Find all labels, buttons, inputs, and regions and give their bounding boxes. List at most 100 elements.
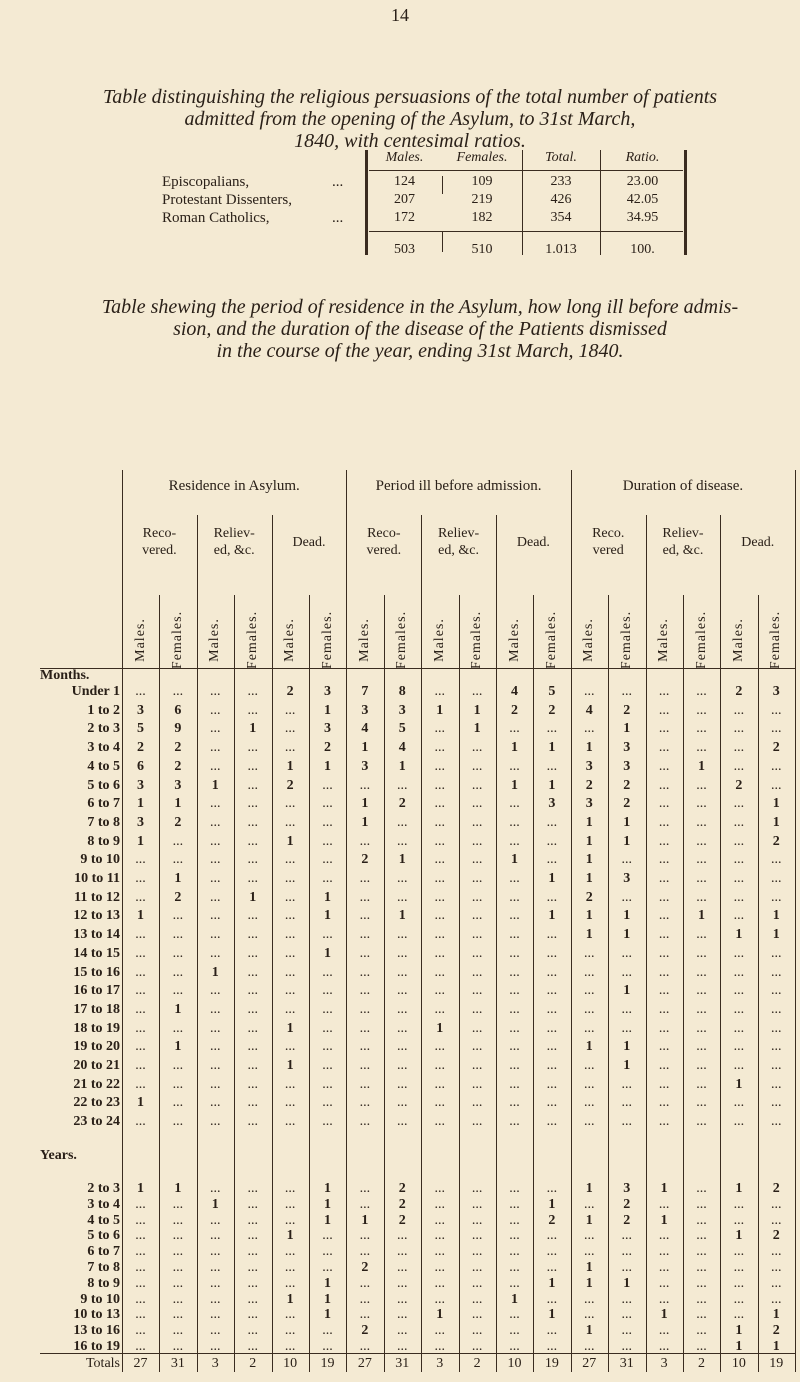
table-cell: ... <box>621 1020 632 1036</box>
table-cell: ... <box>397 871 408 886</box>
table-cell: ... <box>210 1020 221 1036</box>
row-label: 21 to 22 <box>73 1076 120 1092</box>
column-rule <box>570 470 572 1372</box>
row-label: 8 to 9 <box>87 833 120 849</box>
table-cell: ... <box>434 852 445 868</box>
table-cell: 1 <box>249 889 257 905</box>
table-cell: ... <box>434 1114 445 1130</box>
table-cell: 8 <box>398 684 406 699</box>
table-cell: ... <box>247 740 258 756</box>
table-cell: ... <box>733 721 745 737</box>
row-label: 15 to 16 <box>73 964 120 980</box>
table-cell: ... <box>546 1001 558 1017</box>
column-header: Ratio. <box>625 150 660 165</box>
table-cell: ... <box>247 684 258 699</box>
table-cell: ... <box>584 1058 595 1073</box>
column-rule <box>645 515 647 1372</box>
column-rule <box>458 595 460 1372</box>
table-cell: ... <box>135 964 146 980</box>
table-cell: ... <box>172 852 184 868</box>
table-cell: ... <box>509 927 520 943</box>
table-cell: 3 <box>585 758 593 774</box>
row-label: 19 to 20 <box>73 1039 120 1055</box>
table-cell: ... <box>210 889 221 905</box>
table-cell: 1 <box>398 852 406 868</box>
table-cell: ... <box>733 852 745 868</box>
table-cell: ... <box>135 1260 146 1275</box>
table-cell: ... <box>284 1181 296 1196</box>
table-cell: ... <box>546 1323 558 1339</box>
subgroup-header: Reliev-ed, &c. <box>197 525 272 559</box>
subgroup-header-line: Dead. <box>292 535 326 550</box>
subgroup-header-line: ed, &c. <box>662 543 704 558</box>
table-cell: ... <box>509 1323 520 1339</box>
table-cell: ... <box>584 1095 595 1111</box>
table-cell: 6 <box>137 758 144 774</box>
table-cell: ... <box>434 964 445 980</box>
table-cell: 42.05 <box>626 192 659 207</box>
title-line: in the course of the year, ending 31st M… <box>216 340 624 362</box>
table-cell: ... <box>284 796 296 812</box>
table-cell: 1 <box>585 871 593 886</box>
total-cell: 31 <box>395 1356 410 1371</box>
sex-header-label: Females. <box>543 610 559 670</box>
table-cell: ... <box>546 1076 558 1092</box>
table-cell: 3 <box>324 721 331 737</box>
table-cell: ... <box>434 1212 445 1228</box>
total-cell: 3 <box>660 1356 668 1371</box>
table-cell: 1 <box>772 814 780 830</box>
table-cell: ... <box>359 983 371 999</box>
table-cell: ... <box>584 1339 595 1354</box>
table-cell: ... <box>509 1039 520 1055</box>
table-cell: ... <box>135 1020 146 1036</box>
table-cell: ... <box>172 1291 184 1307</box>
table-cell: ... <box>658 1260 670 1275</box>
table-cell: ... <box>210 1181 221 1196</box>
sex-header: Males. <box>496 585 533 695</box>
table-cell: ... <box>284 927 296 943</box>
table-cell: ... <box>471 945 483 961</box>
table-cell: ... <box>471 833 483 849</box>
table-cell: 1 <box>324 1291 331 1307</box>
sex-header-label: Females. <box>244 610 260 670</box>
table-cell: 2 <box>286 684 294 699</box>
row-label: Roman Catholics, <box>162 210 270 226</box>
table-cell: 1 <box>548 1307 556 1323</box>
row-label: 5 to 6 <box>87 777 120 793</box>
table-cell: ... <box>509 1196 520 1212</box>
table-cell: 426 <box>550 192 572 207</box>
table-cell: ... <box>658 1291 670 1307</box>
table-cell: ... <box>733 833 745 849</box>
table-cell: 3 <box>772 684 780 699</box>
table-cell: ... <box>284 908 296 924</box>
table-cell: ... <box>658 796 670 812</box>
table-cell: ... <box>359 833 371 849</box>
table-cell: ... <box>322 852 333 868</box>
table-cell: ... <box>135 1212 146 1228</box>
table-cell: ... <box>247 908 258 924</box>
table-cell: ... <box>771 1095 782 1111</box>
table-cell: ... <box>434 908 445 924</box>
subgroup-header: Reco-vered. <box>122 525 197 559</box>
table-cell: 1 <box>585 740 593 756</box>
table-cell: ... <box>434 1291 445 1307</box>
table-cell: ... <box>322 1058 333 1073</box>
table-cell: 2 <box>511 702 518 718</box>
table-cell: ... <box>509 1339 520 1354</box>
table-cell: 1 <box>324 1212 331 1228</box>
table-cell: ... <box>621 852 632 868</box>
table-cell: ... <box>359 1307 371 1323</box>
table-cell: 219 <box>471 192 493 207</box>
row-label: 3 to 4 <box>87 1196 120 1212</box>
table-cell: ... <box>621 1307 632 1323</box>
table-cell: ... <box>210 1323 221 1339</box>
sex-header: Males. <box>571 585 608 695</box>
row-label: 22 to 23 <box>73 1095 120 1111</box>
table-cell: ... <box>658 777 670 793</box>
table-cell: ... <box>359 1001 371 1017</box>
table-cell: ... <box>397 1323 408 1339</box>
table-cell: ... <box>359 1291 371 1307</box>
table-cell: 1 <box>585 908 593 924</box>
table-cell: ... <box>359 1181 371 1196</box>
table-cell: ... <box>546 1020 558 1036</box>
